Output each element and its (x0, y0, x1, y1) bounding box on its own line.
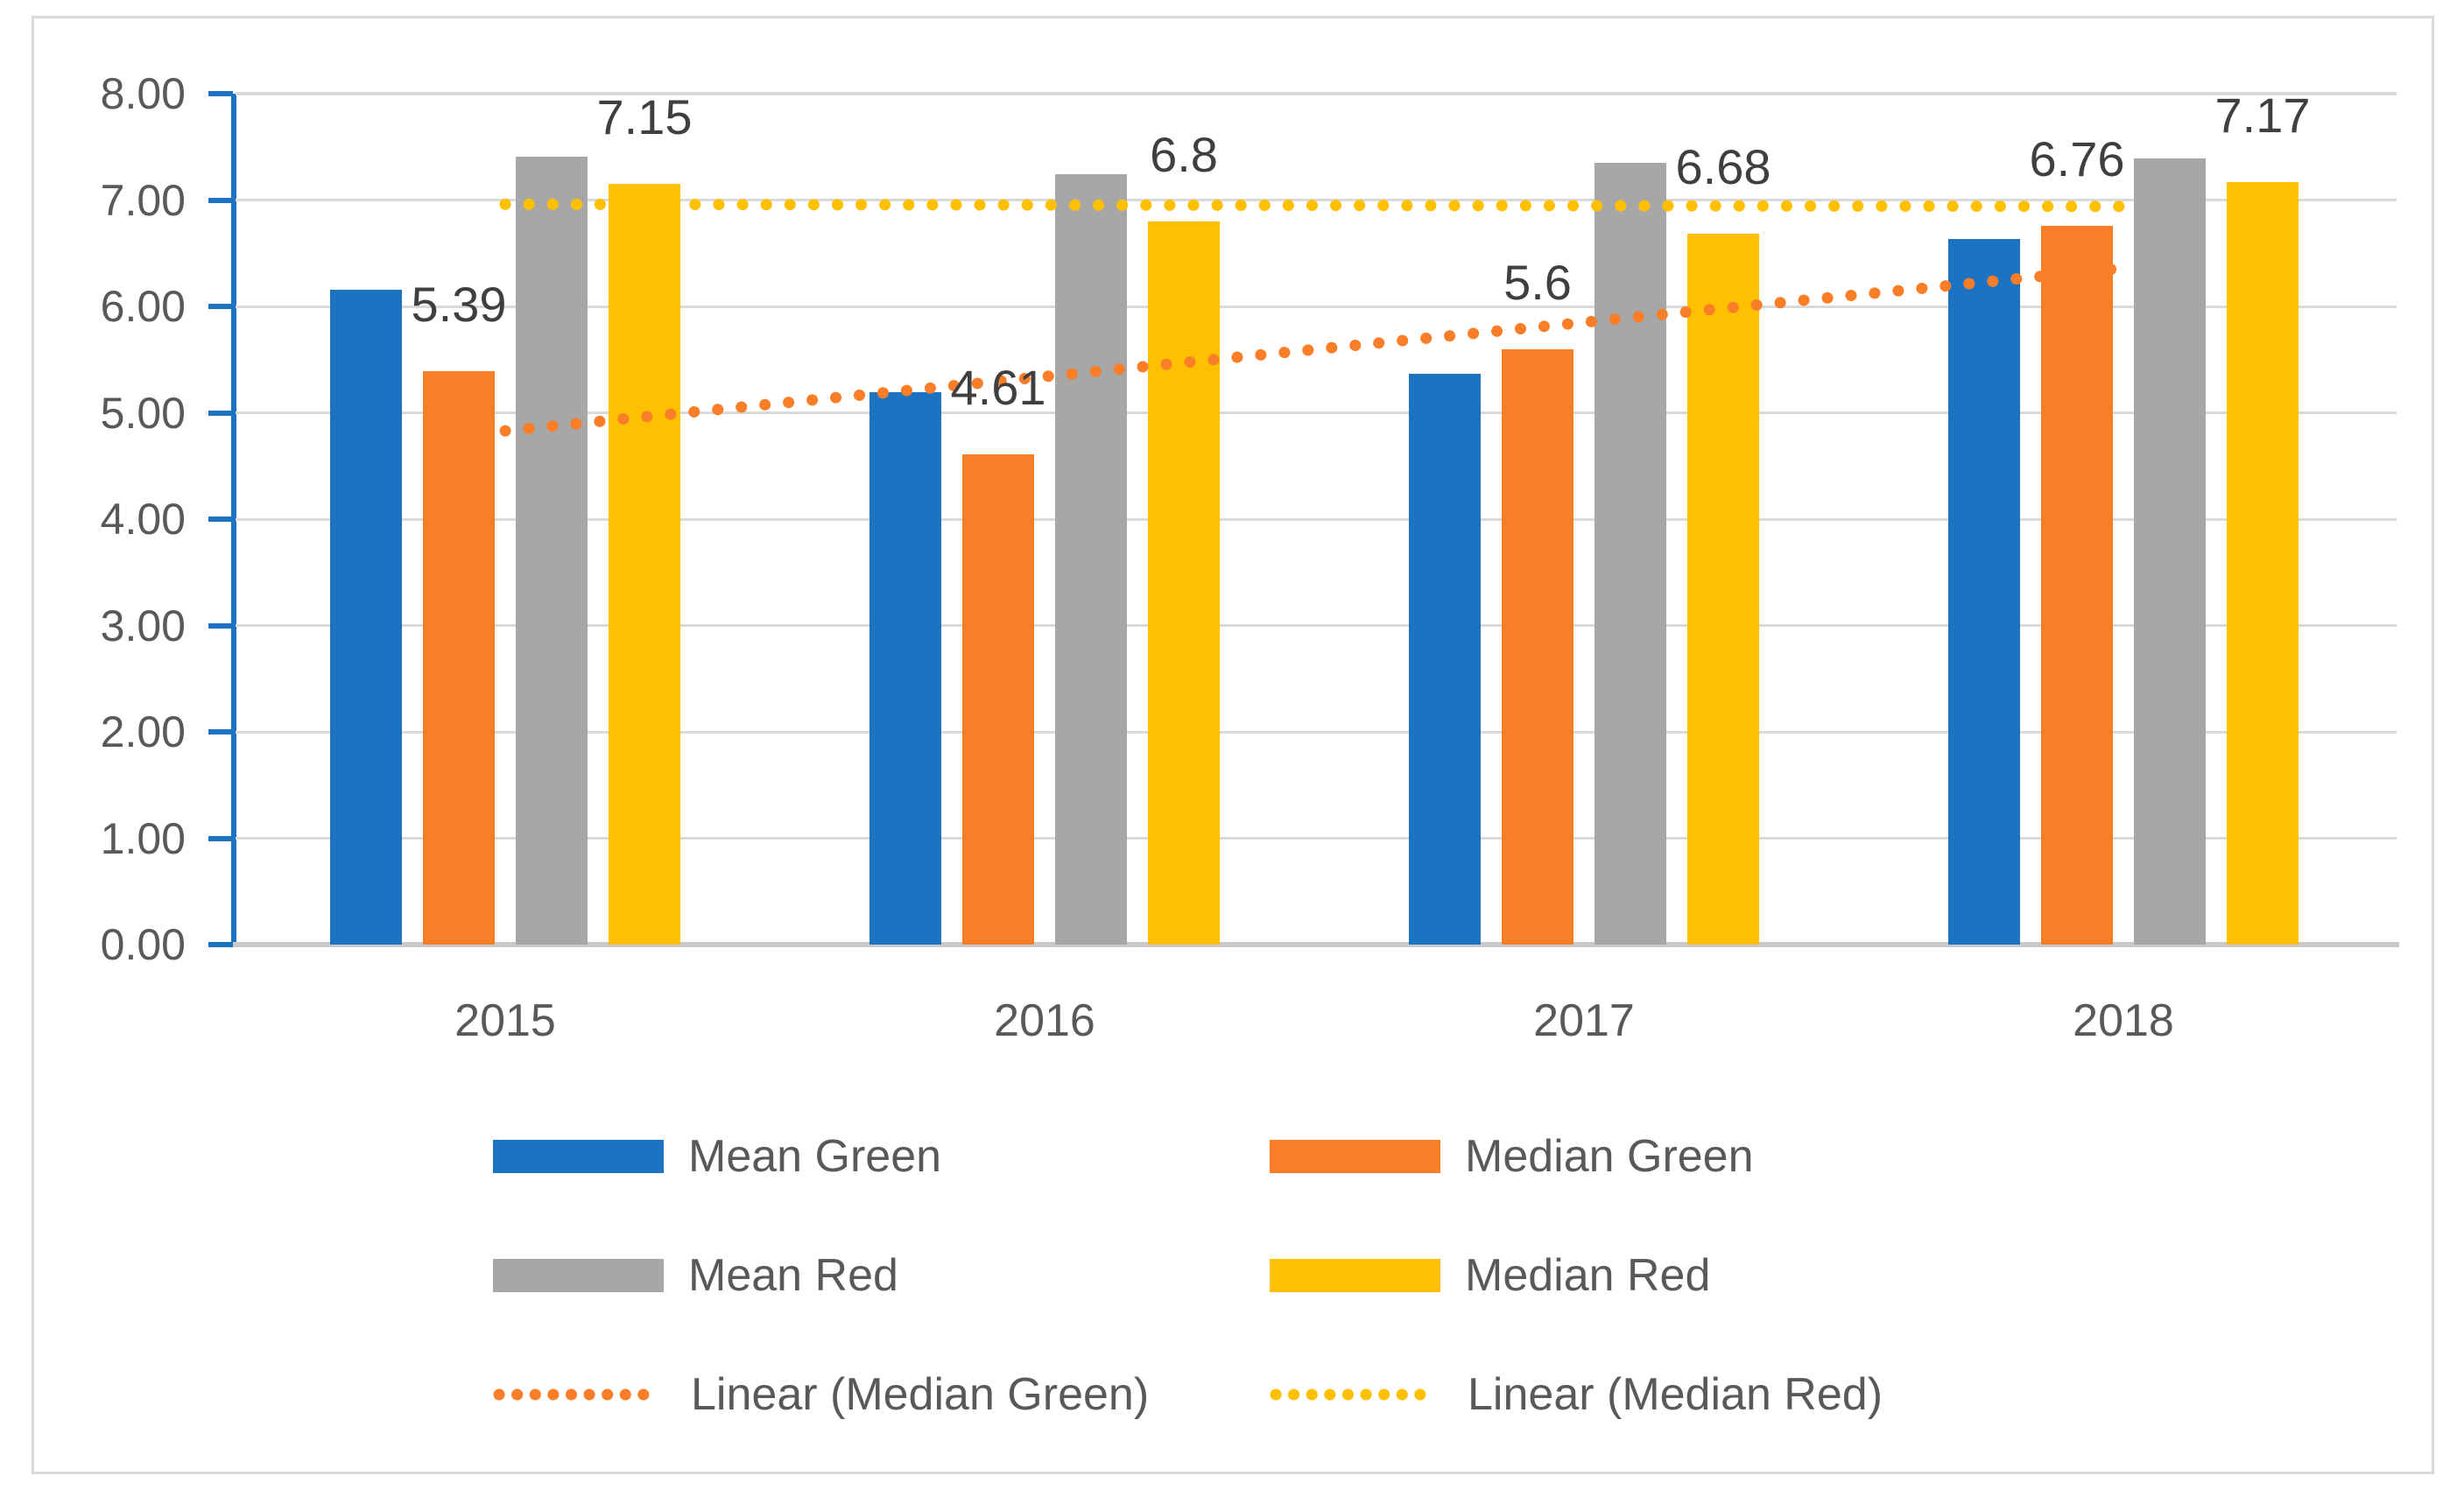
gridline (236, 837, 2397, 840)
bar-median-green-2016 (962, 453, 1034, 945)
legend-item-linear-median-red-: Linear (Median Red) (1270, 1365, 1883, 1424)
bar-median-red-2015 (609, 184, 680, 945)
trendlines-layer (499, 198, 2130, 437)
x-category-label: 2017 (1533, 995, 1635, 1046)
bar-mean-red-2016 (1055, 174, 1127, 945)
legend-color-swatch (1270, 1140, 1440, 1173)
y-tick-label: 3.00 (100, 601, 186, 650)
gridline (236, 517, 2397, 521)
bar-mean-green-2017 (1409, 373, 1481, 945)
legend-item-mean-green: Mean Green (493, 1127, 941, 1186)
bar-mean-red-2015 (516, 156, 588, 945)
y-tick-label: 4.00 (100, 495, 186, 544)
y-axis-tick (208, 197, 233, 203)
y-tick-label: 7.00 (100, 175, 186, 225)
bar-median-green-2017 (1502, 348, 1573, 945)
data-label: 4.61 (950, 359, 1046, 415)
legend-color-swatch (1270, 1259, 1440, 1292)
y-tick-label: 1.00 (100, 813, 186, 863)
bar-median-red-2018 (2227, 181, 2299, 945)
y-axis-tick (208, 304, 233, 309)
gridline (236, 411, 2397, 414)
legend-dotted-swatch (1270, 1388, 1443, 1401)
data-label: 5.39 (411, 277, 507, 333)
legend-item-median-red: Median Red (1270, 1246, 1710, 1305)
trendline-linear-median-green- (499, 262, 2130, 437)
y-axis-line (231, 94, 236, 947)
legend-item-median-green: Median Green (1270, 1127, 1754, 1186)
y-tick-label: 0.00 (100, 920, 186, 969)
data-label: 7.15 (596, 89, 693, 145)
y-tick-label: 6.00 (100, 282, 186, 331)
gridline (236, 624, 2397, 627)
data-label: 5.6 (1503, 254, 1572, 310)
y-axis-tick (208, 729, 233, 734)
bar-median-red-2017 (1687, 234, 1759, 945)
y-tick-label: 5.00 (100, 388, 186, 438)
trendline-linear-median-red- (499, 198, 2130, 213)
gridline (236, 305, 2397, 308)
y-axis-tick (208, 410, 233, 416)
x-category-label: 2015 (454, 995, 556, 1046)
legend-label: Linear (Median Green) (691, 1369, 1150, 1420)
gridline (236, 199, 2397, 201)
data-label: 6.8 (1150, 126, 1218, 182)
legend-color-swatch (493, 1259, 664, 1292)
data-label: 6.76 (2029, 130, 2125, 186)
bar-median-green-2018 (2041, 225, 2113, 945)
y-axis-tick (208, 835, 233, 841)
bar-mean-red-2017 (1595, 162, 1666, 945)
x-category-label: 2016 (994, 995, 1095, 1046)
y-axis-tick (208, 942, 233, 947)
legend-label: Median Red (1465, 1250, 1711, 1301)
legend-item-linear-median-green-: Linear (Median Green) (493, 1365, 1149, 1424)
x-category-label: 2018 (2073, 995, 2174, 1046)
bar-median-red-2016 (1148, 221, 1220, 945)
bar-mean-green-2015 (330, 289, 402, 945)
gridline (236, 730, 2397, 734)
data-label: 7.17 (2214, 87, 2311, 143)
gridline (236, 92, 2397, 95)
y-tick-label: 2.00 (100, 707, 186, 756)
bar-mean-green-2016 (869, 392, 941, 945)
y-axis-tick (208, 91, 233, 96)
x-axis-line (226, 942, 2399, 947)
legend-label: Mean Red (688, 1250, 898, 1301)
y-axis-tick (208, 517, 233, 522)
legend-label: Median Green (1465, 1131, 1754, 1182)
y-tick-label: 8.00 (100, 69, 186, 118)
legend-dotted-swatch (493, 1388, 666, 1401)
legend-item-mean-red: Mean Red (493, 1246, 898, 1305)
legend-color-swatch (493, 1140, 664, 1173)
plot-area: 5.39 7.15 4.61 6.8 5.6 6.68 6.76 7.17 (236, 88, 2397, 945)
data-label: 6.68 (1675, 139, 1771, 195)
bar-median-green-2015 (423, 371, 495, 945)
bar-mean-green-2018 (1948, 239, 2020, 945)
legend-label: Mean Green (688, 1131, 942, 1182)
y-axis-tick (208, 622, 233, 629)
legend-label: Linear (Median Red) (1468, 1369, 1883, 1420)
bar-mean-red-2018 (2134, 158, 2206, 945)
